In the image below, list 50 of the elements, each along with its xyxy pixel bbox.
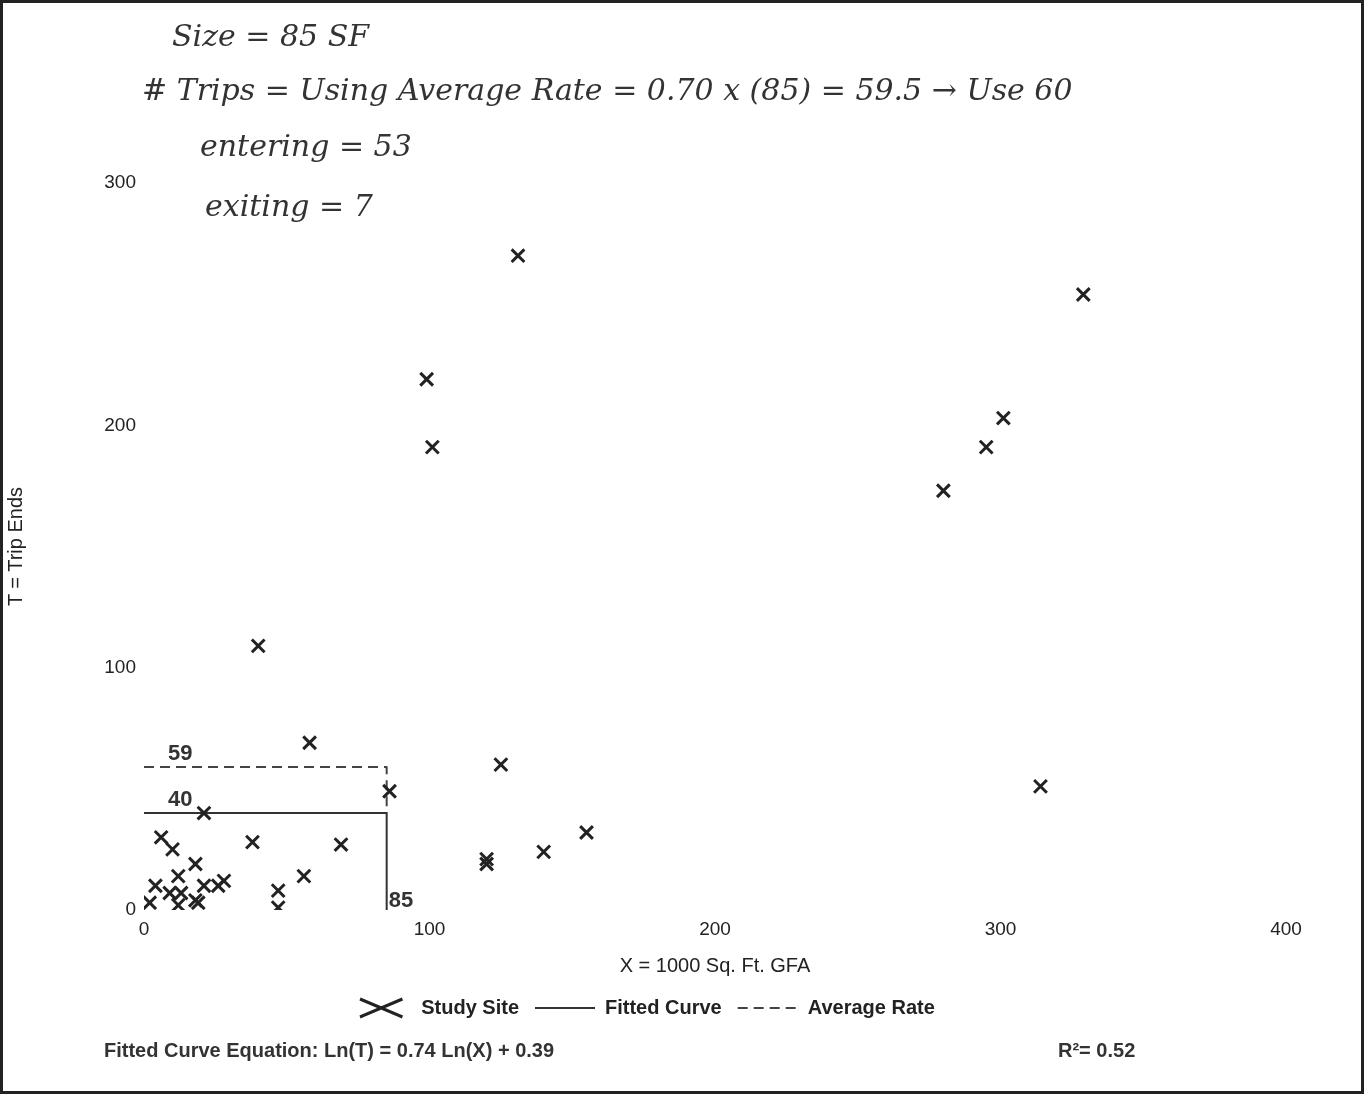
annotation: exiting = 7 [205, 187, 374, 223]
point [995, 410, 1012, 426]
text: # Trips = Using Average Rate = 0.70 x (85) = 59.5 → Use 60 [142, 71, 1073, 107]
point [978, 439, 995, 456]
y-tick-label: 0 [125, 898, 136, 920]
point [161, 885, 178, 901]
x-tick-label: 400 [1270, 917, 1302, 939]
point [1075, 286, 1092, 303]
point [216, 873, 232, 889]
legend-label: Fitted Curve [605, 995, 722, 1018]
point [147, 877, 164, 894]
annotation: 85 [388, 887, 414, 913]
point [196, 805, 212, 821]
point [424, 439, 441, 456]
x-tick-label: 300 [984, 917, 1017, 939]
x-tick-label: 0 [138, 917, 150, 939]
y-tick-label: 200 [104, 413, 136, 435]
x-tick-label: 200 [699, 917, 731, 939]
y-tick-label: 100 [104, 655, 136, 677]
point [535, 843, 552, 860]
legend-label: Study Site [421, 995, 520, 1018]
point [170, 868, 187, 884]
x-tick-label: 100 [413, 917, 446, 939]
point [153, 829, 169, 846]
point [196, 877, 212, 894]
point [493, 756, 509, 773]
point [935, 482, 952, 499]
point [578, 824, 595, 841]
text: R²= 0.52 [1058, 1038, 1136, 1061]
point [333, 836, 349, 853]
point [1032, 778, 1049, 795]
text: Fitted Curve Equation: Ln(T) = 0.74 Ln(X) + 0.39 [104, 1038, 555, 1061]
point [187, 856, 204, 872]
text: Size = 85 SF [172, 17, 371, 53]
y-tick-label: 300 [104, 171, 136, 193]
point [296, 868, 312, 884]
point [381, 783, 398, 800]
legend-label: Average Rate [807, 995, 935, 1018]
x-axis-title: X = 1000 Sq. Ft. GFA [619, 953, 811, 976]
point [164, 841, 181, 858]
point [301, 734, 318, 751]
point [244, 834, 261, 851]
point [510, 247, 526, 264]
point [210, 877, 227, 894]
annotation: 59 [168, 740, 193, 766]
point [250, 637, 267, 654]
text: entering = 53 [200, 127, 412, 163]
point [418, 371, 435, 388]
annotation: 40 [168, 786, 193, 812]
y-axis-title: T = Trip Ends [3, 486, 26, 607]
